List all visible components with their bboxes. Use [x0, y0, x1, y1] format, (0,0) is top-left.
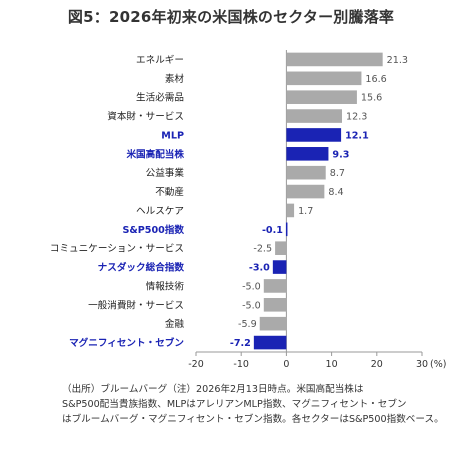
value-label: 8.4	[328, 187, 343, 198]
bar	[272, 260, 287, 274]
category-label: 不動産	[155, 186, 184, 198]
bar	[263, 298, 287, 312]
x-tick-label: -20	[188, 359, 204, 370]
source-note: （出所）ブルームバーグ（注）2026年2月13日時点。米国高配当株は S&P50…	[62, 382, 452, 427]
x-unit-label: (%)	[430, 359, 446, 370]
category-label: 素材	[165, 73, 185, 85]
x-tick-label: 0	[283, 359, 289, 370]
source-line-3: はブルームバーグ・マグニフィセント・セブン指数。各セクターはS&P500指数ベー…	[62, 414, 444, 425]
bar	[286, 165, 326, 180]
category-label: エネルギー	[136, 55, 184, 66]
value-label: 9.3	[332, 149, 349, 160]
x-tick-label: 30	[416, 359, 428, 370]
value-label: 1.7	[298, 206, 313, 217]
bar	[285, 222, 288, 237]
x-tick-label: 10	[326, 359, 338, 370]
category-label: 一般消費財・サービス	[88, 299, 184, 311]
bar	[286, 90, 357, 104]
value-label: -0.1	[262, 225, 283, 236]
value-label: 16.6	[365, 74, 386, 85]
bar	[259, 316, 287, 331]
bar	[286, 203, 295, 218]
chart-title: 図5：2026年初来の米国株のセクター別騰落率	[67, 8, 395, 26]
bar	[253, 335, 287, 350]
category-label: 情報技術	[146, 280, 185, 292]
bar	[286, 128, 342, 142]
category-label: MLP	[161, 130, 184, 141]
value-label: -3.0	[249, 263, 270, 274]
bar	[286, 71, 362, 86]
value-label: 15.6	[361, 93, 382, 104]
bar	[275, 241, 287, 255]
source-line-2: S&P500配当貴族指数、MLPはアレリアンMLP指数、マグニフィセント・セブン	[62, 399, 407, 410]
value-label: -5.0	[242, 300, 261, 311]
category-label: マグニフィセント・セブン	[69, 337, 184, 349]
value-label: 21.3	[387, 55, 408, 66]
category-label: 生活必需品	[136, 92, 184, 104]
value-label: -5.9	[238, 319, 257, 330]
category-label: 金融	[165, 318, 185, 330]
category-label: 資本財・サービス	[107, 111, 184, 123]
value-label: -7.2	[230, 338, 251, 349]
bar	[286, 184, 325, 199]
bar	[286, 109, 342, 123]
bar-chart: -20 -10 0 10 20 30 (%) エネルギー 21.3 素材 16.6 生活必需品 15.6…	[50, 50, 446, 370]
category-label: コミュニケーション・サービス	[50, 244, 184, 255]
bar	[263, 279, 287, 293]
value-label: -5.0	[242, 281, 261, 292]
source-line-1: （出所）ブルームバーグ（注）2026年2月13日時点。米国高配当株は	[62, 384, 364, 395]
category-label: ヘルスケア	[136, 206, 184, 217]
bar	[286, 147, 329, 161]
category-label: 公益事業	[146, 167, 185, 179]
category-label: ナスダック総合指数	[98, 262, 185, 274]
category-label: S&P500指数	[122, 224, 184, 236]
x-tick-label: -10	[233, 359, 249, 370]
bar	[286, 52, 383, 67]
value-label: 12.1	[345, 130, 369, 141]
value-label: 8.7	[330, 168, 345, 179]
value-label: -2.5	[253, 244, 272, 255]
category-label: 米国高配当株	[125, 148, 184, 160]
value-label: 12.3	[346, 112, 367, 123]
x-tick-label: 20	[371, 359, 383, 370]
